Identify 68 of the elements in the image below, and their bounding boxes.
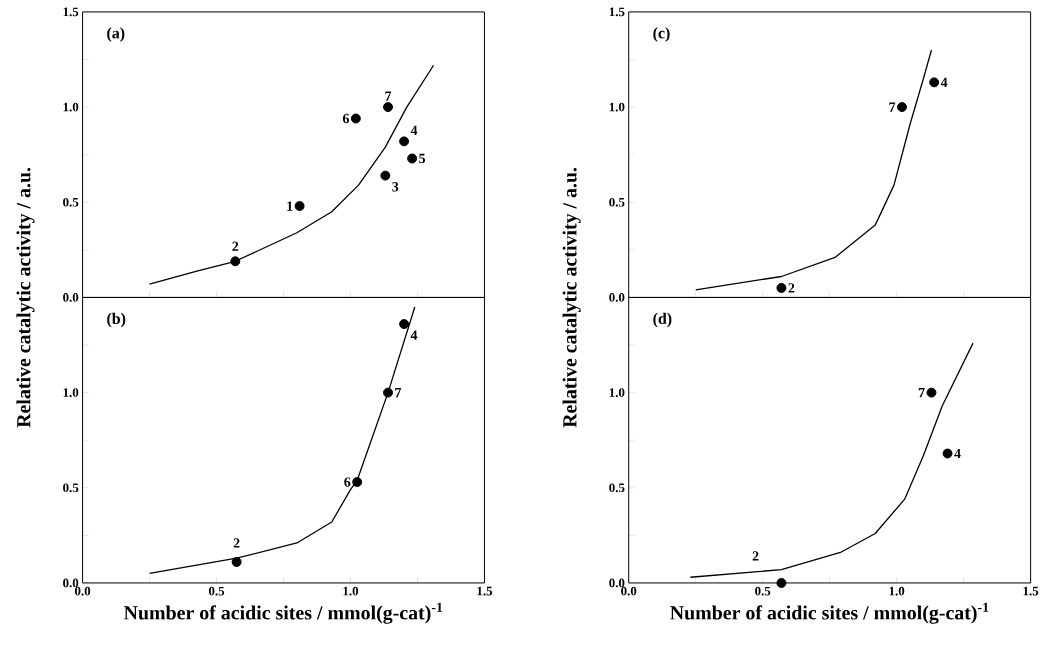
point (776, 283, 787, 294)
point (926, 387, 937, 398)
y-tick-label: 0.5 (609, 483, 625, 493)
y-tick-label: 1.0 (63, 102, 79, 112)
point (383, 102, 393, 113)
x-tick-label: 1.5 (477, 586, 493, 596)
y-tick-label: 0.0 (609, 293, 625, 303)
annotation: 1 (287, 201, 293, 211)
text: (b) (107, 312, 126, 328)
x-tick-label: 1.0 (889, 586, 905, 596)
y-axis-title: Relative catalytic activity / a.u. (16, 168, 35, 428)
y-tick-label: 1.5 (609, 7, 625, 17)
annotation: 2 (788, 283, 795, 293)
annotation: 4 (410, 125, 418, 136)
annotation: 3 (392, 182, 399, 192)
text: (d) (653, 312, 672, 328)
point (383, 387, 393, 398)
x-tick-label: 1.0 (343, 586, 359, 596)
y-tick-label: 1.0 (63, 388, 79, 398)
y-tick-label: 1.5 (63, 7, 79, 17)
x-tick-label: 1.5 (1023, 586, 1039, 596)
line-series (148, 64, 435, 285)
y-tick-label: 0.0 (63, 578, 79, 588)
y-tick-label: 0.0 (609, 578, 625, 588)
annotation: 2 (232, 241, 239, 252)
point (929, 77, 940, 88)
x-tick-label: 0.0 (621, 586, 637, 596)
text: (c) (653, 27, 670, 42)
point (352, 477, 363, 488)
point (231, 557, 242, 568)
y-tick-label: 1.0 (609, 102, 625, 112)
annotation: 2 (233, 538, 240, 548)
point (294, 201, 305, 212)
x-tick-label: 0.5 (755, 586, 771, 596)
point (407, 153, 418, 164)
annotation: 7 (395, 388, 402, 398)
text: (a) (107, 27, 125, 42)
annotation: 4 (410, 330, 418, 340)
y-tick-label: 0.0 (63, 293, 79, 303)
point (776, 578, 787, 589)
y-tick-label: 0.5 (63, 198, 79, 207)
line-series (695, 49, 933, 291)
point (399, 136, 410, 147)
x-axis-title: Number of acidic sites / mmol(g-cat)$^{-1}$ (123, 602, 443, 624)
x-tick-label: 0.0 (74, 586, 91, 596)
annotation: 4 (954, 449, 961, 459)
annotation: 4 (940, 77, 948, 88)
point (399, 319, 410, 330)
annotation: 5 (419, 154, 426, 164)
annotation: 7 (918, 388, 925, 398)
line-series (148, 306, 416, 575)
annotation: 7 (385, 91, 392, 101)
x-axis-title: Number of acidic sites / mmol(g-cat)$^{-1}$ (670, 602, 989, 624)
x-tick-label: 0.5 (208, 586, 225, 596)
y-tick-label: 0.5 (609, 198, 625, 207)
y-tick-label: 1.0 (609, 388, 625, 398)
point (380, 170, 391, 181)
line-series (689, 342, 974, 579)
y-axis-title: Relative catalytic activity / a.u. (562, 168, 581, 428)
annotation: 6 (342, 114, 349, 124)
annotation: 2 (752, 551, 759, 561)
point (942, 448, 953, 459)
point (897, 102, 907, 113)
annotation: 7 (889, 102, 896, 112)
annotation: 6 (344, 477, 351, 487)
point (230, 256, 241, 267)
y-tick-label: 0.5 (63, 483, 79, 493)
point (350, 113, 361, 124)
